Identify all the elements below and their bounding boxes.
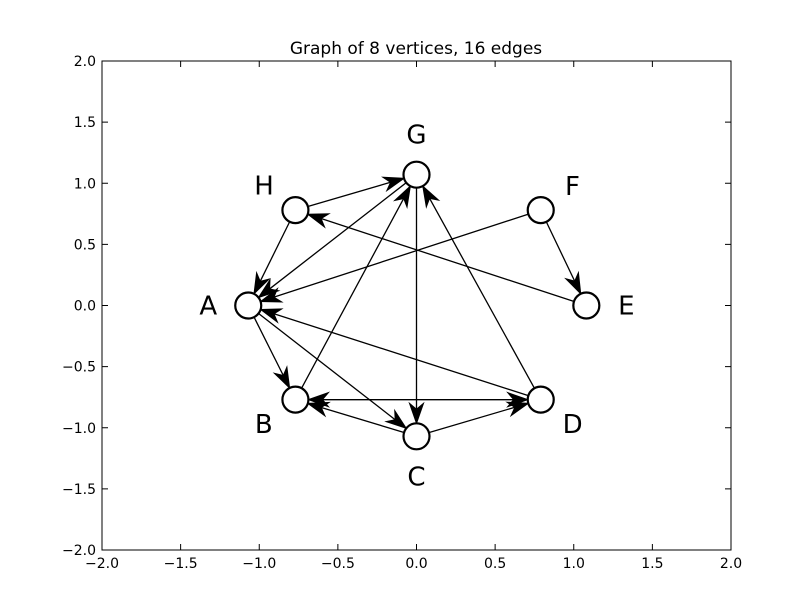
node-label-E: E bbox=[618, 292, 634, 322]
x-tick-label: 2.0 bbox=[720, 556, 742, 572]
node-labels-layer: A B C D E F G H bbox=[199, 121, 634, 493]
arrowhead-D-G bbox=[422, 184, 441, 209]
node-C bbox=[402, 422, 431, 451]
node-E bbox=[572, 291, 601, 320]
nodes-layer bbox=[234, 160, 601, 451]
edge-B-G bbox=[294, 198, 405, 400]
arrowhead-A-B bbox=[272, 365, 291, 390]
y-tick-label: −1.5 bbox=[62, 482, 96, 498]
node-F bbox=[526, 196, 555, 225]
x-tick-label: −1.0 bbox=[242, 556, 276, 572]
x-tick-label: −2.0 bbox=[85, 556, 119, 572]
y-tick-label: 1.0 bbox=[74, 176, 96, 192]
edge-G-A bbox=[269, 174, 417, 290]
arrowhead-C-D bbox=[505, 401, 530, 418]
y-tick-label: −0.5 bbox=[62, 360, 96, 376]
edge-H-G bbox=[295, 181, 391, 211]
edge-D-G bbox=[428, 198, 542, 400]
chart-title: Graph of 8 vertices, 16 edges bbox=[290, 39, 542, 59]
edge-A-C bbox=[247, 304, 396, 421]
node-B bbox=[281, 385, 310, 414]
edge-E-H bbox=[320, 217, 587, 307]
arrowhead-C-B bbox=[306, 401, 331, 418]
x-tick-label: 1.0 bbox=[563, 556, 585, 572]
y-tick-label: 1.5 bbox=[74, 115, 96, 131]
edges-layer bbox=[247, 174, 587, 437]
y-tick-label: 2.0 bbox=[74, 54, 96, 70]
y-tick-label: 0.5 bbox=[74, 237, 96, 253]
x-tick-label: 0.0 bbox=[405, 556, 427, 572]
node-label-H: H bbox=[254, 171, 274, 201]
edge-F-A bbox=[273, 209, 541, 298]
x-tick-label: 0.5 bbox=[484, 556, 506, 572]
node-label-F: F bbox=[565, 172, 580, 202]
arrowhead-G-A bbox=[257, 277, 281, 299]
arrowhead-E-H bbox=[306, 213, 331, 229]
x-tick-label: 1.5 bbox=[641, 556, 663, 572]
x-tick-label: −1.5 bbox=[164, 556, 198, 572]
arrowhead-A-C bbox=[384, 408, 408, 430]
node-label-G: G bbox=[406, 121, 426, 151]
arrowhead-G-C bbox=[408, 401, 425, 425]
edge-C-B bbox=[321, 406, 417, 437]
x-tick-label: −0.5 bbox=[321, 556, 355, 572]
node-label-A: A bbox=[199, 292, 217, 322]
axis-ticks: −2.0 −1.5 −1.0 −0.5 0.0 0.5 1.0 1.5 2.0 −2.0 −1.5 −… bbox=[62, 54, 742, 572]
node-H bbox=[281, 196, 310, 225]
node-label-B: B bbox=[255, 410, 273, 440]
arrowhead-H-A bbox=[253, 270, 271, 296]
y-tick-label: −2.0 bbox=[62, 543, 96, 559]
node-label-D: D bbox=[563, 410, 583, 440]
y-tick-label: 0.0 bbox=[74, 299, 96, 315]
node-D bbox=[526, 385, 555, 414]
node-G bbox=[402, 160, 431, 189]
edge-D-A bbox=[273, 313, 541, 401]
arrowhead-D-A bbox=[259, 308, 284, 324]
arrowhead-H-G bbox=[381, 176, 406, 193]
node-A bbox=[234, 291, 263, 320]
arrowhead-B-G bbox=[392, 184, 412, 209]
edge-C-D bbox=[416, 406, 516, 437]
arrowhead-F-E bbox=[564, 270, 582, 296]
y-tick-label: −1.0 bbox=[62, 421, 96, 437]
node-label-C: C bbox=[407, 462, 425, 492]
